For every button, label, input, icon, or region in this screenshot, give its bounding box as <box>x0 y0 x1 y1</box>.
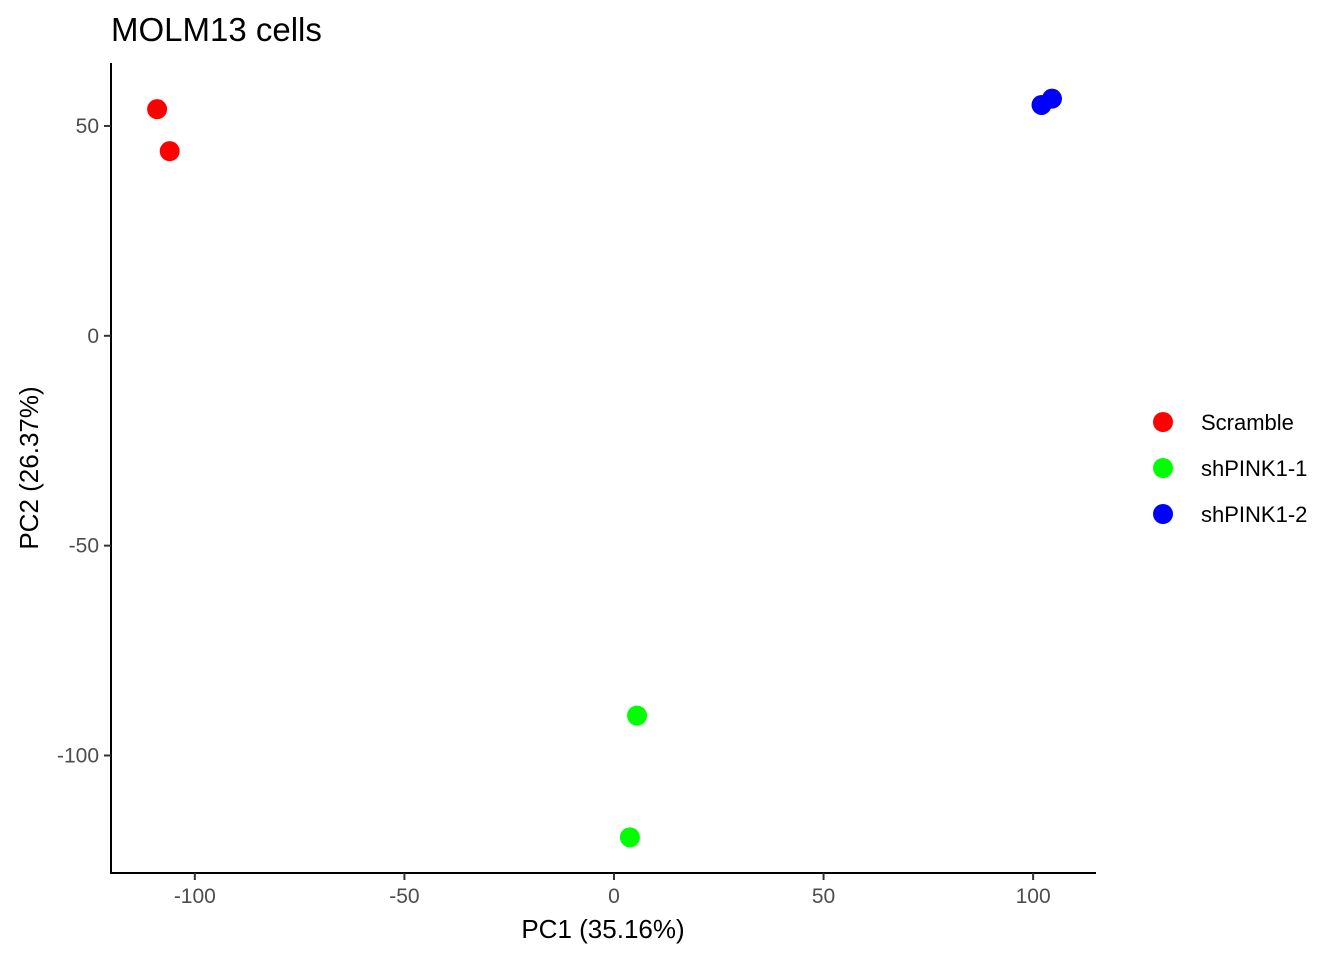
y-ticks: -100 -50 0 50 <box>57 115 111 767</box>
y-tick-label: -50 <box>69 535 99 558</box>
data-point-shpink1-1 <box>627 705 648 726</box>
x-tick-label: 100 <box>1016 885 1051 908</box>
x-tick-label: 50 <box>812 885 835 908</box>
legend-item: Scramble <box>1153 410 1294 435</box>
data-point-shpink1-1 <box>619 827 640 848</box>
x-axis-title: PC1 (35.16%) <box>521 914 684 944</box>
legend-label: shPINK1-2 <box>1201 502 1307 527</box>
legend-item: shPINK1-2 <box>1153 502 1307 527</box>
x-tick-label: -50 <box>389 885 419 908</box>
y-tick-label: 50 <box>76 115 99 138</box>
axes <box>110 63 1096 874</box>
data-point-shpink1-2 <box>1041 88 1062 109</box>
legend-label: Scramble <box>1201 410 1294 435</box>
legend-key <box>1153 504 1173 524</box>
legend-key <box>1153 412 1173 432</box>
data-point-scramble <box>147 99 168 120</box>
legend-key <box>1153 458 1173 478</box>
data-point-scramble <box>159 141 180 162</box>
x-tick-label: -100 <box>174 885 216 908</box>
x-tick-label: 0 <box>608 885 620 908</box>
chart-title: MOLM13 cells <box>111 11 322 48</box>
y-tick-label: -100 <box>57 744 99 767</box>
y-tick-label: 0 <box>87 325 99 348</box>
legend-label: shPINK1-1 <box>1201 456 1307 481</box>
legend-item: shPINK1-1 <box>1153 456 1307 481</box>
y-axis-title: PC2 (26.37%) <box>14 386 44 549</box>
data-points <box>147 88 1062 848</box>
legend: Scramble shPINK1-1 shPINK1-2 <box>1153 410 1307 527</box>
x-ticks: -100 -50 0 50 100 <box>174 873 1051 908</box>
